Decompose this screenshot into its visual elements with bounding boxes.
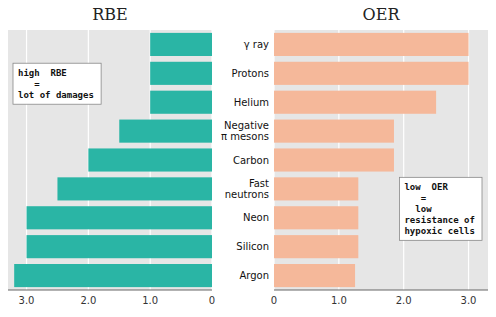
bar <box>274 177 358 200</box>
plot-area <box>8 30 212 290</box>
tick-label: 3.0 <box>461 295 477 306</box>
category-label: Argon <box>239 270 269 281</box>
tick-label: 0 <box>271 295 277 306</box>
tick-label: 1.0 <box>142 295 158 306</box>
title: RBE <box>92 5 127 24</box>
category-line: Fast <box>249 178 269 189</box>
bar <box>274 33 469 56</box>
category-line: Carbon <box>233 155 269 166</box>
bar <box>88 148 212 171</box>
annotation: low OER = lowresistance ofhypoxic cells <box>399 177 482 240</box>
tick-label: 2.0 <box>396 295 412 306</box>
annotation-box <box>399 177 482 240</box>
annotation-box <box>13 63 101 104</box>
tick-label: 2.0 <box>80 295 96 306</box>
bar <box>150 91 212 114</box>
tick-label: 3.0 <box>19 295 35 306</box>
category-line: Neon <box>243 212 269 223</box>
annotation: high RBE =lot of damages <box>13 63 101 104</box>
category-line: Silicon <box>236 241 269 252</box>
bar <box>274 264 355 287</box>
category-label: Silicon <box>236 241 269 252</box>
category-line: Helium <box>234 97 269 108</box>
category-label: Neon <box>243 212 269 223</box>
category-label: Fastneutrons <box>225 178 269 200</box>
title: OER <box>363 5 401 24</box>
bar <box>150 62 212 85</box>
bar <box>27 206 212 229</box>
bar <box>274 120 394 143</box>
background <box>0 0 496 317</box>
category-line: neutrons <box>225 189 269 200</box>
panel: 0 1.0 2.0 3.0 RBE <box>8 5 215 306</box>
bar <box>274 206 358 229</box>
category-label: Helium <box>234 97 269 108</box>
axis-line <box>8 290 212 291</box>
bar <box>57 177 212 200</box>
category-line: π mesons <box>221 131 269 142</box>
chart: 01.02.03.0RBEhigh RBE =lot of damages01.… <box>0 0 496 317</box>
annotation-line: high RBE <box>18 68 67 78</box>
bar <box>274 91 436 114</box>
annotation-text: low OER = lowresistance ofhypoxic cells <box>404 182 474 236</box>
bar <box>274 235 358 258</box>
axis-line <box>274 290 488 291</box>
category-label: γ ray <box>244 39 269 50</box>
bar <box>119 120 212 143</box>
annotation-line: low OER <box>404 182 448 192</box>
annotation-line: low <box>404 204 432 214</box>
annotation-line: resistance of <box>404 215 474 225</box>
bar <box>14 264 212 287</box>
annotation-line: = <box>18 79 40 89</box>
bar <box>150 33 212 56</box>
tick-label: 1.0 <box>331 295 347 306</box>
category-line: Protons <box>232 68 269 79</box>
bar <box>27 235 212 258</box>
category-label: Protons <box>232 68 269 79</box>
category-line: γ ray <box>244 39 269 50</box>
bars <box>274 33 469 287</box>
annotation-line: lot of damages <box>18 90 94 100</box>
bar <box>274 62 469 85</box>
plot-area <box>274 30 488 290</box>
annotation-text: high RBE =lot of damages <box>18 68 94 100</box>
panel: 0 1.0 2.0 3.0 OER <box>271 5 488 306</box>
category-line: Negative <box>224 120 269 131</box>
bars <box>14 33 212 287</box>
annotation-line: = <box>404 193 426 203</box>
category-label: Carbon <box>233 155 269 166</box>
tick-label: 0 <box>209 295 215 306</box>
category-label: Negativeπ mesons <box>221 120 269 142</box>
category-line: Argon <box>239 270 269 281</box>
annotation-line: hypoxic cells <box>404 226 474 236</box>
bar <box>274 148 394 171</box>
